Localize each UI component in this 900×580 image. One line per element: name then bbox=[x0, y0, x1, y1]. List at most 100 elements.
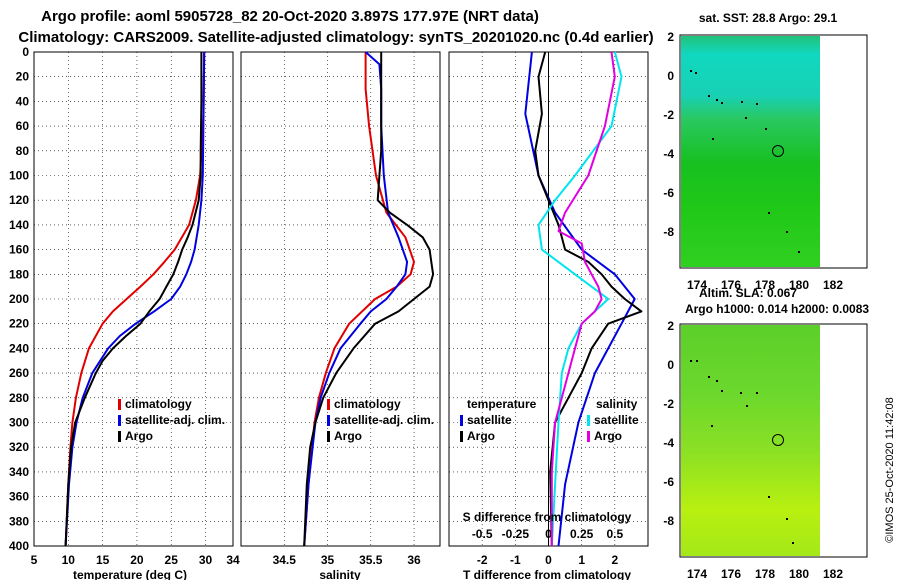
map-lat-tick-label: -2 bbox=[663, 397, 674, 411]
map-lat-tick-label: -4 bbox=[663, 436, 674, 450]
legend-label-satellite: satellite-adj. clim. bbox=[334, 413, 434, 427]
map-lat-tick-label: -6 bbox=[663, 475, 674, 489]
salinity-difference-tick-label: 0.5 bbox=[606, 527, 623, 541]
salinity-difference-tick-label: 0.25 bbox=[570, 527, 594, 541]
title-line-2: Climatology: CARS2009. Satellite-adjuste… bbox=[18, 29, 653, 46]
sst-map-title: sat. SST: 28.8 Argo: 29.1 bbox=[699, 11, 838, 25]
depth-tick-label: 0 bbox=[22, 45, 29, 59]
salinity-panel-frame bbox=[240, 51, 441, 547]
difference-tick-label: -2 bbox=[477, 553, 488, 567]
island-dot bbox=[695, 72, 697, 74]
difference-tick-label: 1 bbox=[578, 553, 585, 567]
legend-swatch-climatology bbox=[327, 399, 330, 410]
depth-tick-label: 320 bbox=[9, 440, 29, 454]
island-dot bbox=[756, 392, 758, 394]
legend-label-argo: Argo bbox=[125, 429, 153, 443]
series-line-argo bbox=[64, 52, 203, 547]
salinity-tick-label: 34.5 bbox=[273, 553, 297, 567]
map-lat-tick-label: 2 bbox=[667, 30, 674, 44]
sla-map-blank bbox=[820, 325, 866, 556]
legend-label-t-satellite: satellite bbox=[467, 413, 512, 427]
legend-swatch-s-argo bbox=[587, 431, 590, 442]
legend-swatch-s-satellite bbox=[587, 415, 590, 426]
legend-label-climatology: climatology bbox=[125, 397, 192, 411]
series-line-climatology bbox=[64, 51, 206, 547]
series-line-satellite-adj-clim- bbox=[303, 51, 409, 547]
difference-tick-label: -1 bbox=[510, 553, 521, 567]
salinity-difference-tick-label: 0 bbox=[545, 527, 552, 541]
legend-swatch-argo bbox=[327, 431, 330, 442]
depth-tick-label: 60 bbox=[16, 119, 30, 133]
island-dot bbox=[798, 251, 800, 253]
temperature-xlabel: temperature (deg C) bbox=[73, 568, 187, 580]
salinity-difference-tick-label: -0.5 bbox=[472, 527, 493, 541]
salinity-tick-label: 35.5 bbox=[359, 553, 383, 567]
temperature-tick-label: 20 bbox=[130, 553, 144, 567]
temperature-tick-label: 5 bbox=[31, 553, 38, 567]
sst-map-blank bbox=[820, 36, 866, 267]
depth-tick-label: 340 bbox=[9, 465, 29, 479]
legend-label-s-argo: Argo bbox=[594, 429, 622, 443]
island-dot bbox=[708, 376, 710, 378]
difference-tick-label: 0 bbox=[545, 553, 552, 567]
depth-tick-label: 380 bbox=[9, 514, 29, 528]
difference-tick-label: 2 bbox=[611, 553, 618, 567]
series-line-argo bbox=[303, 52, 435, 547]
island-dot bbox=[740, 392, 742, 394]
depth-tick-label: 360 bbox=[9, 490, 29, 504]
depth-tick-label: 100 bbox=[9, 169, 29, 183]
island-dot bbox=[745, 117, 747, 119]
map-lon-tick-label: 176 bbox=[721, 278, 741, 292]
map-lat-tick-label: 0 bbox=[667, 69, 674, 83]
island-dot bbox=[690, 360, 692, 362]
temperature-tick-label: 25 bbox=[165, 553, 179, 567]
sst-map: 174 176 178 180 182 2 0 -2 -4 -6 -8 bbox=[663, 30, 868, 292]
depth-tick-label: 240 bbox=[9, 341, 29, 355]
map-lon-tick-label: 182 bbox=[823, 278, 843, 292]
map-lat-tick-label: 2 bbox=[667, 319, 674, 333]
map-lat-tick-label: -8 bbox=[663, 225, 674, 239]
depth-tick-label: 140 bbox=[9, 218, 29, 232]
depth-tick-label: 220 bbox=[9, 317, 29, 331]
legend-swatch-satellite bbox=[118, 415, 121, 426]
map-lon-tick-label: 174 bbox=[687, 278, 707, 292]
salinity-tick-label: 36 bbox=[407, 553, 421, 567]
salinity-tick-label: 35 bbox=[321, 553, 335, 567]
legend-swatch-argo bbox=[118, 431, 121, 442]
map-lat-tick-label: -4 bbox=[663, 147, 674, 161]
depth-tick-label: 300 bbox=[9, 416, 29, 430]
legend-swatch-t-argo bbox=[460, 431, 463, 442]
map-lon-tick-label: 176 bbox=[721, 567, 741, 580]
grid bbox=[34, 52, 648, 546]
sst-argo-location-marker bbox=[772, 145, 784, 157]
island-dot bbox=[721, 390, 723, 392]
map-lon-tick-label: 182 bbox=[823, 567, 843, 580]
depth-tick-label: 20 bbox=[16, 70, 30, 84]
island-dot bbox=[746, 405, 748, 407]
profile-lines bbox=[64, 51, 643, 547]
sla-map-field bbox=[681, 325, 820, 556]
sla-argo-location-marker bbox=[772, 434, 784, 446]
map-lat-tick-label: -8 bbox=[663, 514, 674, 528]
depth-tick-label: 160 bbox=[9, 243, 29, 257]
legend-header-salinity: salinity bbox=[596, 397, 638, 411]
legend-header-temperature: temperature bbox=[467, 397, 537, 411]
island-dot bbox=[696, 360, 698, 362]
sla-map: 174 176 178 180 182 2 0 -2 -4 -6 -8 bbox=[663, 319, 868, 580]
map-lon-tick-label: 178 bbox=[755, 278, 775, 292]
temperature-tick-label: 34 bbox=[226, 553, 240, 567]
sst-map-ticks: 174 176 178 180 182 2 0 -2 -4 -6 -8 bbox=[663, 30, 843, 292]
legend-swatch-t-satellite bbox=[460, 415, 463, 426]
island-dot bbox=[712, 138, 714, 140]
island-dot bbox=[765, 128, 767, 130]
temperature-legend: climatology satellite-adj. clim. Argo bbox=[118, 397, 225, 443]
sla-map-subtitle: Argo h1000: 0.014 h2000: 0.0083 bbox=[685, 302, 869, 316]
salinity-legend: climatology satellite-adj. clim. Argo bbox=[327, 397, 434, 443]
island-dot bbox=[721, 102, 723, 104]
salinity-difference-tick-label: -0.25 bbox=[502, 527, 530, 541]
depth-tick-label: 280 bbox=[9, 391, 29, 405]
legend-label-t-argo: Argo bbox=[467, 429, 495, 443]
series-line-s-argo bbox=[550, 51, 616, 546]
sla-map-frame bbox=[679, 323, 868, 558]
